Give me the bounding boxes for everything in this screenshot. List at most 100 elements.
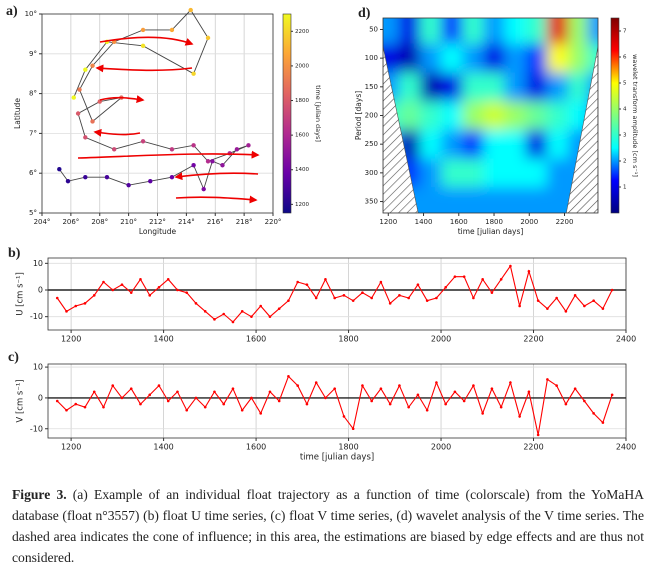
- data-point: [462, 399, 466, 403]
- data-point: [203, 310, 207, 313]
- trajectory-point: [71, 95, 76, 100]
- heatmap-cell: [504, 72, 527, 102]
- heatmap-cell: [383, 18, 400, 45]
- x-tick-label: 220°: [265, 218, 282, 226]
- data-point: [425, 299, 429, 302]
- y-tick-label: 9°: [29, 50, 37, 58]
- y-tick-label: 50: [369, 25, 378, 33]
- heatmap-cell: [420, 101, 442, 131]
- plot-frame: [47, 363, 627, 439]
- colorbar-tick-label: 1200: [295, 202, 309, 208]
- data-point: [139, 278, 142, 281]
- y-tick-label: 100: [365, 54, 378, 62]
- data-point: [166, 399, 170, 403]
- trajectory-point: [126, 182, 131, 188]
- heatmap-cell: [441, 158, 463, 188]
- trajectory-point: [140, 43, 146, 49]
- data-point: [573, 294, 577, 297]
- data-point: [361, 291, 364, 294]
- y-tick-label: 8°: [29, 90, 37, 98]
- data-point: [583, 399, 586, 403]
- heatmap-cell: [525, 72, 548, 102]
- data-point: [592, 412, 595, 415]
- data-point: [564, 402, 568, 406]
- data-point: [407, 405, 410, 409]
- heatmap-cell: [546, 187, 569, 213]
- heatmap-cell: [462, 72, 484, 102]
- annotation-arrow: [175, 195, 258, 204]
- data-point: [481, 412, 484, 415]
- data-point: [601, 307, 605, 310]
- x-axis-label: time [julian days]: [458, 227, 524, 236]
- x-tick-label: 1800: [338, 443, 358, 452]
- heatmap-cell: [525, 101, 548, 131]
- data-point: [92, 390, 96, 394]
- data-point: [129, 291, 133, 294]
- data-point: [203, 405, 207, 409]
- data-point: [120, 396, 124, 400]
- x-tick-label: 2400: [616, 335, 636, 344]
- data-point: [472, 296, 475, 300]
- data-point: [176, 390, 179, 394]
- colorbar-tick-label: 1: [623, 185, 627, 191]
- y-axis-label: Latitude: [13, 98, 22, 129]
- data-point: [65, 310, 68, 313]
- trajectory-point: [77, 87, 82, 92]
- data-point: [435, 381, 438, 384]
- heatmap-cell: [546, 101, 569, 131]
- heatmap-cell: [420, 158, 442, 188]
- y-tick-label: 7°: [29, 129, 37, 137]
- trajectory-point: [169, 174, 175, 180]
- colorbar-tick-label: 1600: [295, 133, 309, 139]
- data-point: [324, 278, 327, 281]
- trajectory-point: [83, 67, 88, 72]
- data-point: [296, 384, 299, 387]
- colorbar: [282, 13, 292, 214]
- data-point: [74, 402, 78, 406]
- data-line: [56, 375, 613, 436]
- plot-frame: [47, 257, 627, 331]
- x-tick-label: 1800: [485, 218, 503, 226]
- data-point: [555, 296, 558, 300]
- heatmap-cell: [441, 43, 463, 73]
- heatmap-cell: [483, 43, 506, 73]
- data-point: [83, 405, 87, 409]
- panel-label: b): [8, 246, 21, 261]
- data-point: [388, 402, 392, 406]
- data-point: [129, 387, 133, 390]
- colorbar-tick-label: 2: [623, 159, 627, 165]
- heatmap-cell: [546, 43, 569, 73]
- trajectory-point: [220, 163, 225, 168]
- data-point: [370, 296, 373, 300]
- data-point: [250, 396, 253, 400]
- data-point: [240, 408, 244, 412]
- data-point: [305, 402, 309, 406]
- data-point: [314, 381, 318, 384]
- x-tick-label: 206°: [62, 218, 79, 226]
- trajectory-point: [83, 174, 88, 180]
- data-point: [398, 294, 401, 297]
- data-point: [610, 393, 614, 397]
- heatmap-cell: [462, 43, 484, 73]
- data-point: [509, 264, 512, 268]
- data-point: [333, 387, 336, 390]
- trajectory-point: [210, 159, 215, 164]
- trajectory-point: [111, 39, 117, 45]
- data-point: [416, 283, 420, 286]
- x-tick-label: 1200: [61, 443, 81, 452]
- heatmap-cell: [441, 18, 463, 45]
- colorbar: [610, 17, 620, 214]
- heatmap-cell: [441, 187, 463, 213]
- caption: Figure 3. (a) Example of an individual fl…: [12, 484, 644, 568]
- y-tick-label: 0: [38, 286, 43, 295]
- data-point: [425, 408, 429, 412]
- heatmap-cell: [504, 158, 527, 188]
- colorbar-tick-label: 6: [623, 55, 627, 61]
- heatmap-cell: [398, 43, 421, 73]
- x-tick-label: 1600: [246, 335, 266, 344]
- y-tick-label: -10: [30, 424, 43, 433]
- data-point: [398, 384, 401, 387]
- y-tick-label: 0: [38, 393, 43, 402]
- trajectory-point: [75, 111, 81, 116]
- heatmap-cell: [398, 18, 421, 45]
